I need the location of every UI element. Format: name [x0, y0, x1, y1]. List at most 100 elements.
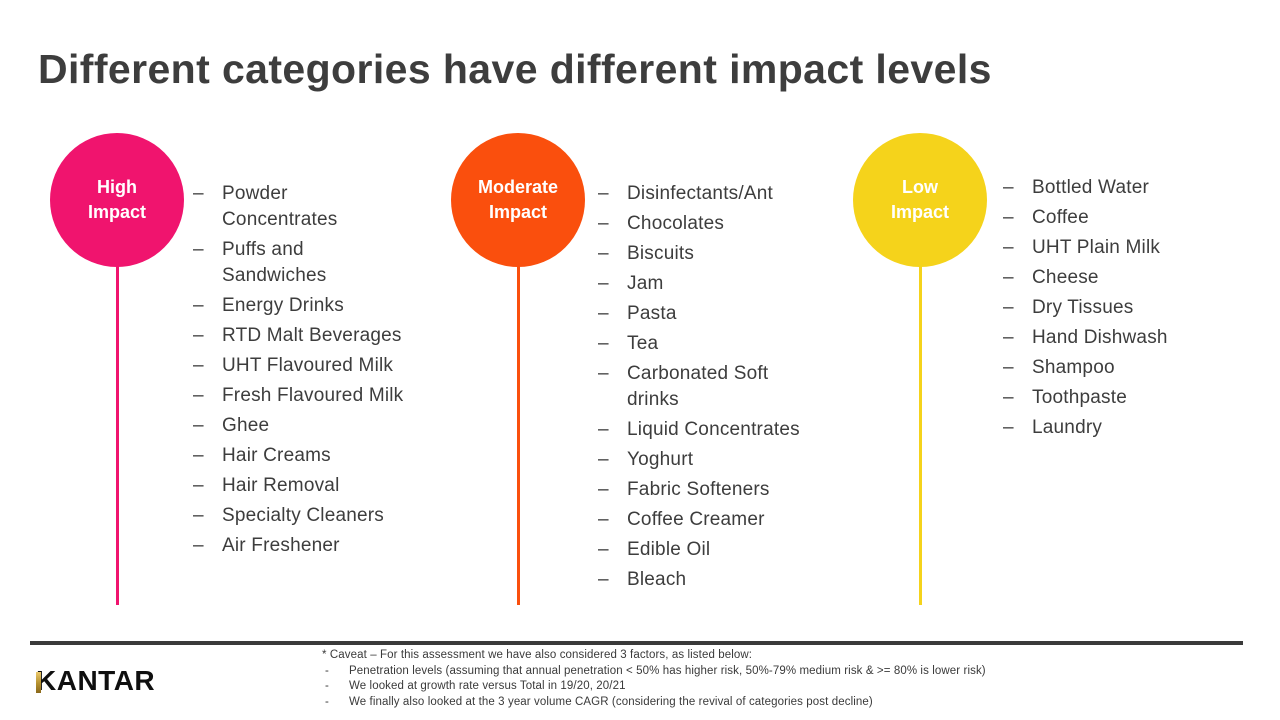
category-item-label: Fabric Softeners	[627, 479, 770, 500]
category-item: – Coffee Creamer	[598, 507, 840, 533]
category-item-label: UHT Plain Milk	[1032, 237, 1161, 258]
dash-bullet-icon: –	[1003, 237, 1014, 258]
dash-bullet-icon: –	[598, 419, 609, 440]
dash-bullet-icon: –	[598, 539, 609, 560]
impact-circle-label: Moderate Impact	[477, 177, 558, 222]
impact-circle-label: Low Impact	[890, 177, 950, 222]
dash-bullet-icon: –	[193, 535, 204, 556]
dash-bullet-icon: –	[193, 475, 204, 496]
category-item: – Toothpaste	[1003, 385, 1228, 411]
lollipop-stem	[919, 264, 922, 605]
dash-bullet-icon: –	[193, 445, 204, 466]
category-item-label: Yoghurt	[627, 449, 694, 470]
page-title: Different categories have different impa…	[38, 46, 992, 92]
category-item: – Air Freshener	[193, 533, 431, 559]
category-item-label: Edible Oil	[627, 539, 711, 560]
dash-bullet-icon: –	[193, 355, 204, 376]
category-item-label: Powder Concentrates	[222, 183, 338, 230]
dash-bullet-icon: –	[193, 325, 204, 346]
category-item-label: Air Freshener	[222, 535, 340, 556]
category-item: – Shampoo	[1003, 355, 1228, 381]
category-item-label: Hand Dishwash	[1032, 327, 1168, 348]
category-item: – Powder Concentrates	[193, 181, 431, 233]
category-item: – Biscuits	[598, 241, 840, 267]
category-list: – Powder Concentrates – Puffs and Sandwiche…	[193, 181, 431, 563]
category-item-label: Dry Tissues	[1032, 297, 1134, 318]
category-item-label: Hair Creams	[222, 445, 331, 466]
lollipop-stem	[116, 264, 119, 605]
category-item-label: Bleach	[627, 569, 687, 590]
category-item: – RTD Malt Beverages	[193, 323, 431, 349]
dash-bullet-icon: –	[598, 479, 609, 500]
category-item: – Fresh Flavoured Milk	[193, 383, 431, 409]
category-item: – Bleach	[598, 567, 840, 593]
category-item-label: Biscuits	[627, 243, 695, 264]
dash-bullet-icon: –	[598, 333, 609, 354]
category-item-label: Bottled Water	[1032, 177, 1149, 198]
caveat-items: - Penetration levels (assuming that annua…	[322, 664, 1252, 711]
category-item: – UHT Flavoured Milk	[193, 353, 431, 379]
kantar-logo-text: KANTAR	[36, 665, 156, 696]
category-item: – Chocolates	[598, 211, 840, 237]
category-item: – Yoghurt	[598, 447, 840, 473]
dash-bullet-icon: –	[1003, 267, 1014, 288]
impact-circle-label: High Impact	[87, 177, 147, 222]
dash-bullet-icon: –	[598, 449, 609, 470]
dash-bullet-icon: –	[193, 415, 204, 436]
category-list: – Disinfectants/Ant – Chocolates – Biscuits – J…	[598, 181, 840, 597]
category-item: – Hair Creams	[193, 443, 431, 469]
dash-bullet-icon: –	[598, 213, 609, 234]
caveat-note: * Caveat – For this assessment we have a…	[322, 648, 1252, 710]
category-item-label: Ghee	[222, 415, 270, 436]
category-item: – Puffs and Sandwiches	[193, 237, 431, 289]
dash-bullet-icon: –	[598, 273, 609, 294]
category-item: – Coffee	[1003, 205, 1228, 231]
category-item-label: Toothpaste	[1032, 387, 1127, 408]
caveat-item: - We finally also looked at the 3 year vo…	[322, 695, 1252, 711]
dash-bullet-icon: –	[193, 505, 204, 526]
dash-bullet-icon: –	[1003, 417, 1014, 438]
category-item-label: Shampoo	[1032, 357, 1115, 378]
dash-bullet-icon: –	[1003, 327, 1014, 348]
category-item: – Hair Removal	[193, 473, 431, 499]
category-item: – Jam	[598, 271, 840, 297]
category-item-label: Cheese	[1032, 267, 1099, 288]
category-item: – UHT Plain Milk	[1003, 235, 1228, 261]
lollipop-stem	[517, 264, 520, 605]
dash-bullet-icon: –	[193, 239, 204, 260]
category-item: – Specialty Cleaners	[193, 503, 431, 529]
category-list: – Bottled Water – Coffee – UHT Plain Milk – Che…	[1003, 175, 1228, 445]
dash-bullet-icon: –	[598, 303, 609, 324]
category-item: – Cheese	[1003, 265, 1228, 291]
dash-bullet-icon: –	[1003, 387, 1014, 408]
category-item-label: Carbonated Soft drinks	[627, 363, 769, 410]
category-item: – Hand Dishwash	[1003, 325, 1228, 351]
dash-bullet-icon: –	[1003, 297, 1014, 318]
dash-bullet-icon: –	[598, 243, 609, 264]
dash-bullet-icon: –	[1003, 207, 1014, 228]
caveat-item: - We looked at growth rate versus Total i…	[322, 679, 1252, 695]
impact-circle: Low Impact	[853, 133, 987, 267]
dash-bullet-icon: –	[193, 183, 204, 204]
dash-bullet-icon: –	[598, 363, 609, 384]
category-item: – Laundry	[1003, 415, 1228, 441]
category-item-label: Chocolates	[627, 213, 725, 234]
category-item-label: Energy Drinks	[222, 295, 344, 316]
category-item: – Ghee	[193, 413, 431, 439]
kantar-logo: KANTAR	[36, 666, 155, 696]
category-item-label: Tea	[627, 333, 659, 354]
category-item-label: Laundry	[1032, 417, 1103, 438]
footer-divider	[30, 641, 1243, 645]
dash-bullet-icon: –	[598, 509, 609, 530]
category-item-label: Fresh Flavoured Milk	[222, 385, 404, 406]
caveat-item-label: We looked at growth rate versus Total in…	[349, 680, 626, 692]
category-item-label: Jam	[627, 273, 664, 294]
category-item-label: RTD Malt Beverages	[222, 325, 402, 346]
category-item-label: Liquid Concentrates	[627, 419, 800, 440]
caveat-title: * Caveat – For this assessment we have a…	[322, 649, 753, 661]
dash-bullet-icon: –	[193, 385, 204, 406]
kantar-k-gold-bar-icon	[36, 672, 41, 693]
category-item: – Pasta	[598, 301, 840, 327]
